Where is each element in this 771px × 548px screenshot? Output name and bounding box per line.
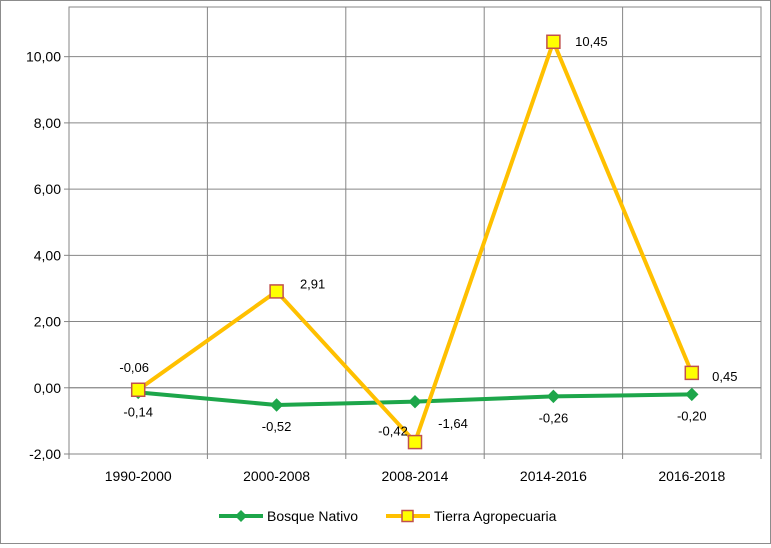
bosque-nativo-data-label: -0,26: [539, 410, 569, 425]
tierra-agropecuaria-data-label: 2,91: [300, 276, 325, 291]
tierra-agropecuaria-point: [684, 365, 700, 381]
bosque-nativo-point: [685, 387, 699, 402]
tierra-agropecuaria-data-label: 10,45: [575, 34, 608, 49]
tierra-agropecuaria-point: [546, 34, 561, 50]
data-label-layer: -0,14 -0,52 -0,42 -0,26 -0,20 -0,06 2,91 -1,64 1…: [119, 34, 737, 439]
y-tick-label: 10,00: [26, 49, 61, 65]
series-line-tierra-agropecuaria: [137, 39, 694, 445]
tierra-agropecuaria-data-label: -1,64: [438, 416, 468, 431]
tierra-agropecuaria-data-label: 0,45: [712, 369, 737, 384]
bosque-nativo-point: [546, 389, 561, 404]
bosque-nativo-data-label: -0,20: [677, 408, 707, 423]
y-tick-label: -2,00: [29, 446, 61, 462]
plot-area-border: [68, 6, 762, 455]
x-tick-label: 1990-2000: [105, 468, 172, 484]
bosque-nativo-data-label: -0,14: [123, 404, 153, 419]
bosque-nativo-point: [408, 394, 422, 409]
legend-marker-tierra-agropecuaria: [401, 509, 414, 523]
series-layer: [130, 34, 700, 450]
legend-marker-bosque-nativo: [235, 510, 247, 522]
x-tick-label: 2000-2008: [243, 468, 310, 484]
tierra-agropecuaria-data-label: -0,06: [119, 360, 149, 375]
legend-label-tierra-agropecuaria: Tierra Agropecuaria: [434, 508, 557, 524]
tierra-agropecuaria-point: [130, 382, 146, 398]
bosque-nativo-data-label: -0,42: [378, 424, 408, 439]
x-tick-label: 2014-2016: [520, 468, 587, 484]
y-tick-label: 0,00: [34, 380, 61, 396]
y-tick-label: 4,00: [34, 247, 61, 263]
x-tick-label: 2008-2014: [382, 468, 449, 484]
y-tick-label: 2,00: [34, 314, 61, 330]
legend: Bosque Nativo Tierra Agropecuaria: [219, 508, 557, 524]
axis-layer: -2,00 0,00 2,00 4,00 6,00 8,00 10,00 1990-2000 2…: [26, 49, 762, 484]
y-tick-label: 6,00: [34, 181, 61, 197]
legend-label-bosque-nativo: Bosque Nativo: [267, 508, 358, 524]
bosque-nativo-point: [269, 398, 284, 412]
y-tick-label: 8,00: [34, 115, 61, 131]
grid-layer: [68, 6, 762, 455]
x-tick-label: 2016-2018: [658, 468, 725, 484]
tierra-agropecuaria-point: [269, 284, 284, 299]
bosque-nativo-data-label: -0,52: [262, 419, 292, 434]
tierra-agropecuaria-point: [407, 434, 423, 450]
